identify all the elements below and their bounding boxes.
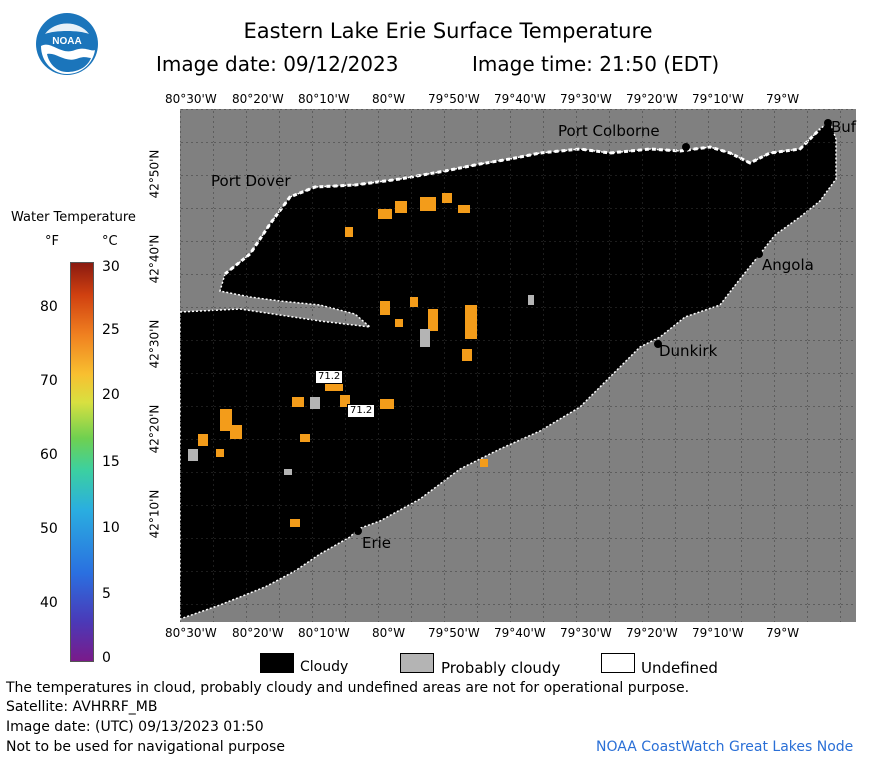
city-angola: Angola bbox=[762, 256, 814, 274]
footer-utc-date: Image date: (UTC) 09/13/2023 01:50 bbox=[6, 719, 264, 735]
legend-undefined-label: Undefined bbox=[641, 659, 718, 677]
footer-satellite: Satellite: AVHRRF_MB bbox=[6, 699, 158, 715]
city-port-dover: Port Dover bbox=[211, 172, 291, 190]
c-tick: 10 bbox=[102, 520, 120, 536]
unit-fahrenheit: °F bbox=[45, 234, 59, 249]
lon-tick: 80°W bbox=[372, 92, 406, 106]
legend-swatch-cloudy bbox=[260, 653, 294, 673]
lon-tick: 79°30'W bbox=[560, 92, 612, 106]
lon-tick: 79°10'W bbox=[692, 92, 744, 106]
lon-tick: 79°W bbox=[766, 626, 800, 640]
lon-tick: 79°20'W bbox=[626, 92, 678, 106]
lat-tick: 42°10'N bbox=[147, 489, 162, 539]
lon-tick: 80°30'W bbox=[165, 92, 217, 106]
lon-tick: 79°20'W bbox=[626, 626, 678, 640]
footer-note: The temperatures in cloud, probably clou… bbox=[6, 680, 690, 696]
lon-tick: 79°50'W bbox=[428, 92, 480, 106]
c-tick: 15 bbox=[102, 454, 120, 470]
warm-water-patches bbox=[198, 193, 488, 527]
city-port-colborne: Port Colborne bbox=[558, 122, 660, 140]
lon-tick: 79°40'W bbox=[494, 92, 546, 106]
lake-map bbox=[180, 109, 856, 622]
lon-tick: 80°W bbox=[372, 626, 406, 640]
port-colborne-marker bbox=[682, 143, 690, 151]
lat-tick: 42°20'N bbox=[147, 404, 162, 454]
lat-tick: 42°40'N bbox=[147, 234, 162, 284]
c-tick: 30 bbox=[102, 259, 120, 275]
sample-readout: 71.2 bbox=[347, 404, 376, 418]
city-buffalo: Buf bbox=[831, 118, 857, 136]
colorbar bbox=[70, 262, 94, 662]
city-erie: Erie bbox=[362, 534, 392, 552]
sample-readout: 71.2 bbox=[315, 370, 344, 384]
dunkirk-marker bbox=[654, 340, 662, 348]
c-tick: 0 bbox=[102, 650, 111, 666]
graticule bbox=[180, 109, 856, 622]
lon-tick: 80°30'W bbox=[165, 626, 217, 640]
f-tick: 50 bbox=[40, 521, 58, 537]
footer-source: NOAA CoastWatch Great Lakes Node bbox=[596, 739, 854, 755]
buffalo-marker bbox=[824, 119, 832, 127]
erie-marker bbox=[354, 527, 362, 535]
lon-tick: 80°20'W bbox=[232, 626, 284, 640]
lat-tick: 42°50'N bbox=[147, 149, 162, 199]
image-time: Image time: 21:50 (EDT) bbox=[472, 52, 720, 76]
city-dunkirk: Dunkirk bbox=[659, 342, 718, 360]
f-tick: 60 bbox=[40, 447, 58, 463]
svg-text:NOAA: NOAA bbox=[52, 36, 81, 47]
unit-celsius: °C bbox=[102, 234, 118, 249]
lon-tick: 79°30'W bbox=[560, 626, 612, 640]
legend-swatch-probably-cloudy bbox=[400, 653, 434, 673]
probably-cloudy-patches bbox=[188, 295, 534, 475]
legend-probably-cloudy-label: Probably cloudy bbox=[441, 659, 561, 677]
lon-tick: 80°10'W bbox=[298, 626, 350, 640]
footer-nav-warning: Not to be used for navigational purpose bbox=[6, 739, 285, 755]
f-tick: 70 bbox=[40, 373, 58, 389]
colorbar-title: Water Temperature bbox=[11, 210, 136, 225]
image-date: Image date: 09/12/2023 bbox=[156, 52, 399, 76]
lon-tick: 79°10'W bbox=[692, 626, 744, 640]
lon-tick: 79°50'W bbox=[428, 626, 480, 640]
lon-tick: 80°20'W bbox=[232, 92, 284, 106]
map-title: Eastern Lake Erie Surface Temperature bbox=[243, 19, 653, 43]
lat-tick: 42°30'N bbox=[147, 319, 162, 369]
c-tick: 25 bbox=[102, 322, 120, 338]
f-tick: 80 bbox=[40, 299, 58, 315]
noaa-logo: NOAA bbox=[36, 13, 98, 75]
angola-marker bbox=[755, 250, 763, 258]
lon-tick: 80°10'W bbox=[298, 92, 350, 106]
c-tick: 20 bbox=[102, 387, 120, 403]
lon-tick: 79°W bbox=[766, 92, 800, 106]
legend-cloudy-label: Cloudy bbox=[300, 659, 349, 675]
legend-swatch-undefined bbox=[601, 653, 635, 673]
f-tick: 40 bbox=[40, 595, 58, 611]
lon-tick: 79°40'W bbox=[494, 626, 546, 640]
c-tick: 5 bbox=[102, 586, 111, 602]
